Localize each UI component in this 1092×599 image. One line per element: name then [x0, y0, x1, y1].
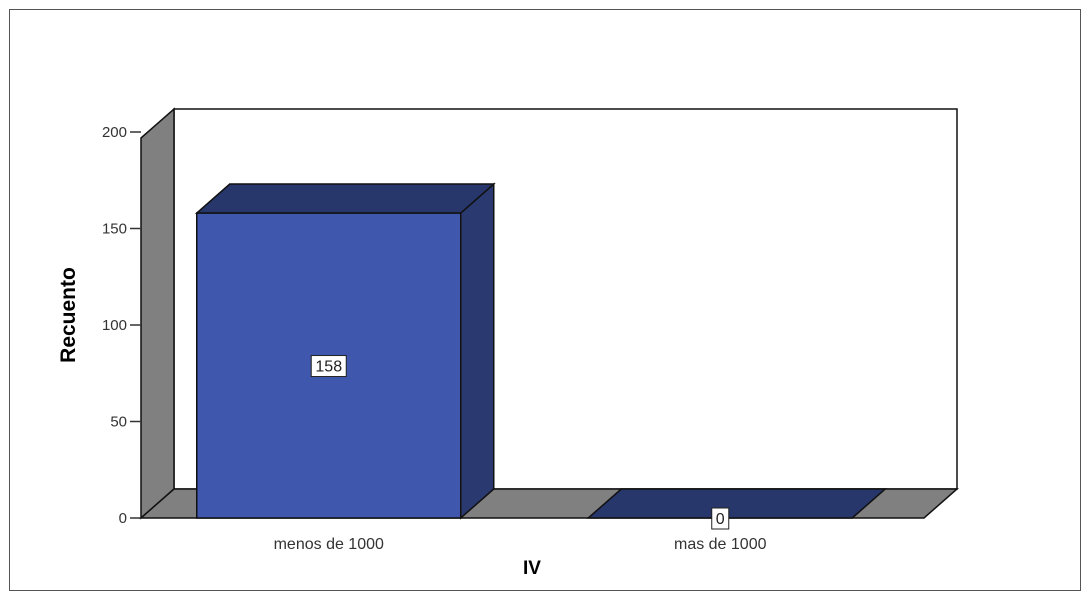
y-tick-label: 0 [119, 510, 127, 527]
bar-side [460, 182, 495, 520]
data-label-box [711, 507, 730, 530]
x-tick-label: menos de 1000 [274, 536, 384, 553]
chart-frame [9, 9, 1081, 591]
data-label: 0 [716, 511, 725, 528]
y-axis-label: Recuento [57, 267, 80, 363]
data-label: 158 [315, 359, 342, 376]
y-tick-label: 100 [102, 317, 127, 334]
bar-top [194, 183, 496, 214]
y-tick-label: 200 [102, 124, 127, 141]
left-wall [140, 107, 175, 520]
y-tick-label: 150 [102, 221, 127, 238]
bar [586, 488, 888, 519]
x-tick-label: mas de 1000 [674, 536, 767, 553]
data-label-box [310, 355, 347, 378]
x-axis-label: IV [523, 558, 541, 579]
y-tick-label: 50 [110, 414, 127, 431]
